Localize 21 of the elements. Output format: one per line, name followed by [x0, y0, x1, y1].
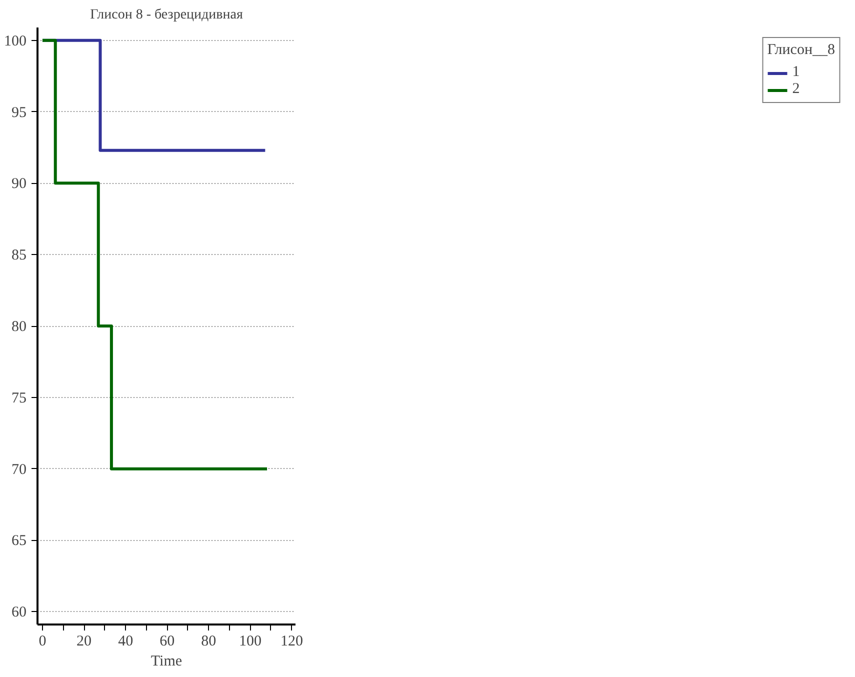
y-tick-label: 90	[12, 176, 26, 192]
legend-label: 2	[792, 81, 801, 98]
legend-title: Глисон__8	[767, 42, 835, 59]
chart-title: Глисон 8 - безрецидивная	[90, 8, 244, 22]
y-tick-label: 100	[4, 33, 26, 50]
y-tick-label: 70	[12, 462, 26, 478]
x-tick-label: 60	[160, 634, 175, 650]
y-tick-label: 60	[12, 604, 26, 621]
x-tick-label: 120	[280, 634, 304, 650]
x-tick-label: 40	[118, 634, 134, 650]
x-tick-label: 80	[201, 634, 216, 650]
y-tick-label: 80	[12, 319, 26, 335]
x-tick-label: 0	[38, 634, 46, 650]
y-tick-label: 85	[12, 248, 26, 264]
y-tick-label: 65	[12, 533, 26, 550]
x-tick-label: 20	[76, 634, 92, 650]
y-tick-label: 95	[12, 104, 26, 121]
y-tick-label: 75	[12, 390, 26, 406]
x-axis-title: Time	[150, 654, 182, 670]
legend-label: 1	[792, 64, 801, 81]
x-tick-label: 100	[238, 634, 262, 650]
